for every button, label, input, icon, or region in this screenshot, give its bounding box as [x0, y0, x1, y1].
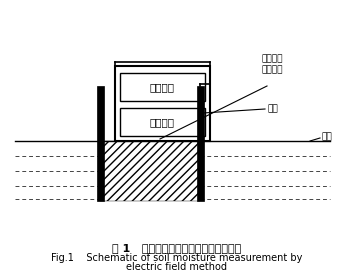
- Text: electric field method: electric field method: [126, 262, 228, 271]
- Text: 高频信号: 高频信号: [150, 117, 175, 127]
- Bar: [120, 73, 205, 101]
- Text: 电压测量: 电压测量: [150, 82, 175, 92]
- Text: 探针间的
土壤阻抗: 探针间的 土壤阻抗: [261, 54, 283, 74]
- Bar: [120, 108, 205, 136]
- Text: 探针: 探针: [267, 105, 278, 114]
- Text: 土壤: 土壤: [322, 133, 333, 141]
- Text: Fig.1    Schematic of soil moisture measurement by: Fig.1 Schematic of soil moisture measure…: [51, 253, 303, 263]
- Text: 图 1   电场法测量土壤含水率原理示意图: 图 1 电场法测量土壤含水率原理示意图: [112, 243, 242, 253]
- Bar: [100, 141, 200, 201]
- Bar: [97, 86, 103, 201]
- Bar: [196, 86, 204, 201]
- Bar: [115, 66, 210, 141]
